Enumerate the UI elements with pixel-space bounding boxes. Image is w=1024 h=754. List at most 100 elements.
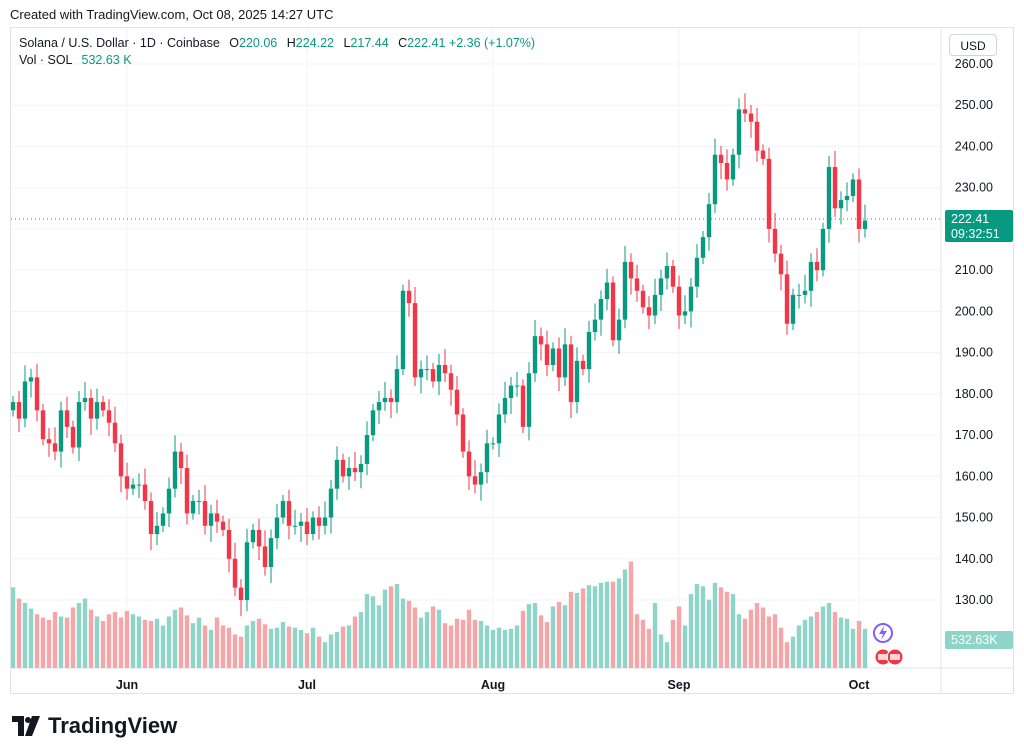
candle bbox=[490, 443, 496, 445]
grid-lines bbox=[11, 28, 1013, 693]
volume-bar bbox=[130, 614, 136, 668]
candle bbox=[622, 261, 628, 320]
time-axis[interactable]: Jun Jul Aug Sep Oct bbox=[116, 678, 870, 692]
candle bbox=[238, 587, 244, 600]
high-label: H bbox=[286, 36, 296, 50]
candle bbox=[790, 294, 796, 324]
candle bbox=[328, 488, 334, 518]
candlestick-chart[interactable]: 130.00 140.00 150.00 160.00 170.00 180.00 190.… bbox=[11, 28, 1014, 694]
volume-bar bbox=[370, 596, 376, 668]
candle bbox=[124, 476, 130, 489]
symbol-label[interactable]: Solana / U.S. Dollar · 1D · Coinbase bbox=[19, 36, 220, 50]
volume-bar bbox=[112, 612, 118, 668]
volume-bar bbox=[184, 615, 190, 668]
volume-bar bbox=[388, 586, 394, 668]
volume-bar bbox=[490, 629, 496, 668]
volume-bar bbox=[526, 604, 532, 668]
volume-bar bbox=[502, 629, 508, 668]
volume-bar bbox=[790, 636, 796, 668]
volume-label[interactable]: Vol · SOL bbox=[19, 53, 73, 67]
volume-bar bbox=[28, 608, 34, 668]
candle bbox=[604, 282, 610, 300]
candle bbox=[226, 529, 232, 559]
volume-bar bbox=[172, 609, 178, 668]
volume-bar bbox=[850, 628, 856, 668]
volume-bar bbox=[652, 603, 658, 668]
volume-bar bbox=[610, 581, 616, 668]
price-axis[interactable]: 130.00 140.00 150.00 160.00 170.00 180.00 190.… bbox=[955, 57, 993, 607]
volume-bar bbox=[340, 626, 346, 668]
volume-bar bbox=[352, 616, 358, 668]
volume-bar bbox=[400, 598, 406, 668]
candle bbox=[304, 521, 310, 535]
volume-bar bbox=[382, 589, 388, 668]
candle bbox=[316, 517, 322, 526]
candle bbox=[556, 348, 562, 378]
open-value: 220.06 bbox=[239, 36, 278, 50]
volume-bar bbox=[712, 582, 718, 668]
volume-bar bbox=[310, 627, 316, 668]
volume-bar bbox=[226, 627, 232, 668]
last-price-badge bbox=[945, 209, 1013, 242]
volume-bar bbox=[208, 629, 214, 668]
candle bbox=[184, 468, 190, 514]
flag-stripe-icon bbox=[878, 654, 888, 660]
candle bbox=[58, 410, 64, 452]
candle bbox=[760, 150, 766, 159]
candle bbox=[358, 463, 364, 473]
volume-bar bbox=[724, 591, 730, 668]
volume-bar bbox=[424, 612, 430, 668]
volume-bar bbox=[508, 628, 514, 668]
volume-bar bbox=[826, 603, 832, 668]
candle bbox=[766, 158, 772, 229]
event-markers[interactable] bbox=[873, 623, 904, 666]
candle bbox=[544, 344, 550, 365]
candle bbox=[34, 377, 40, 411]
volume-bar bbox=[766, 616, 772, 668]
candle bbox=[430, 369, 436, 382]
candle bbox=[826, 167, 832, 229]
candles bbox=[11, 93, 868, 617]
candle bbox=[640, 290, 646, 308]
candle bbox=[700, 237, 706, 258]
volume-bar bbox=[412, 607, 418, 668]
candle bbox=[742, 109, 748, 114]
volume-bar bbox=[676, 606, 682, 668]
candle bbox=[16, 402, 22, 419]
candle bbox=[196, 501, 202, 503]
candle bbox=[322, 517, 328, 526]
candle bbox=[844, 195, 850, 201]
candle bbox=[454, 389, 460, 415]
candle bbox=[292, 525, 298, 527]
candle bbox=[106, 410, 112, 423]
currency-button[interactable]: USD bbox=[949, 34, 997, 56]
candle bbox=[592, 319, 598, 332]
volume-bar bbox=[22, 603, 28, 668]
tradingview-logo: TradingView bbox=[12, 713, 177, 739]
volume-value: 532.63 K bbox=[81, 53, 132, 67]
price-tick-label: 150.00 bbox=[955, 511, 993, 525]
candle bbox=[286, 501, 292, 526]
volume-bar bbox=[16, 598, 22, 668]
volume-bar bbox=[616, 578, 622, 668]
candle bbox=[514, 385, 520, 387]
chart-frame[interactable]: 130.00 140.00 150.00 160.00 170.00 180.00 190.… bbox=[10, 27, 1014, 694]
candle bbox=[112, 422, 118, 444]
candle bbox=[76, 402, 82, 448]
volume-bar bbox=[520, 610, 526, 668]
candle bbox=[424, 369, 430, 371]
candle bbox=[856, 179, 862, 229]
volume-bar bbox=[190, 623, 196, 668]
volume-bar bbox=[736, 614, 742, 668]
candle bbox=[532, 336, 538, 374]
volume-bar bbox=[772, 614, 778, 668]
candle bbox=[802, 290, 808, 295]
volume-bar bbox=[664, 642, 670, 668]
candle bbox=[808, 261, 814, 291]
volume-bar bbox=[592, 586, 598, 668]
volume-bar bbox=[778, 627, 784, 668]
volume-bar bbox=[754, 603, 760, 668]
candle bbox=[652, 294, 658, 316]
price-tick-label: 210.00 bbox=[955, 263, 993, 277]
